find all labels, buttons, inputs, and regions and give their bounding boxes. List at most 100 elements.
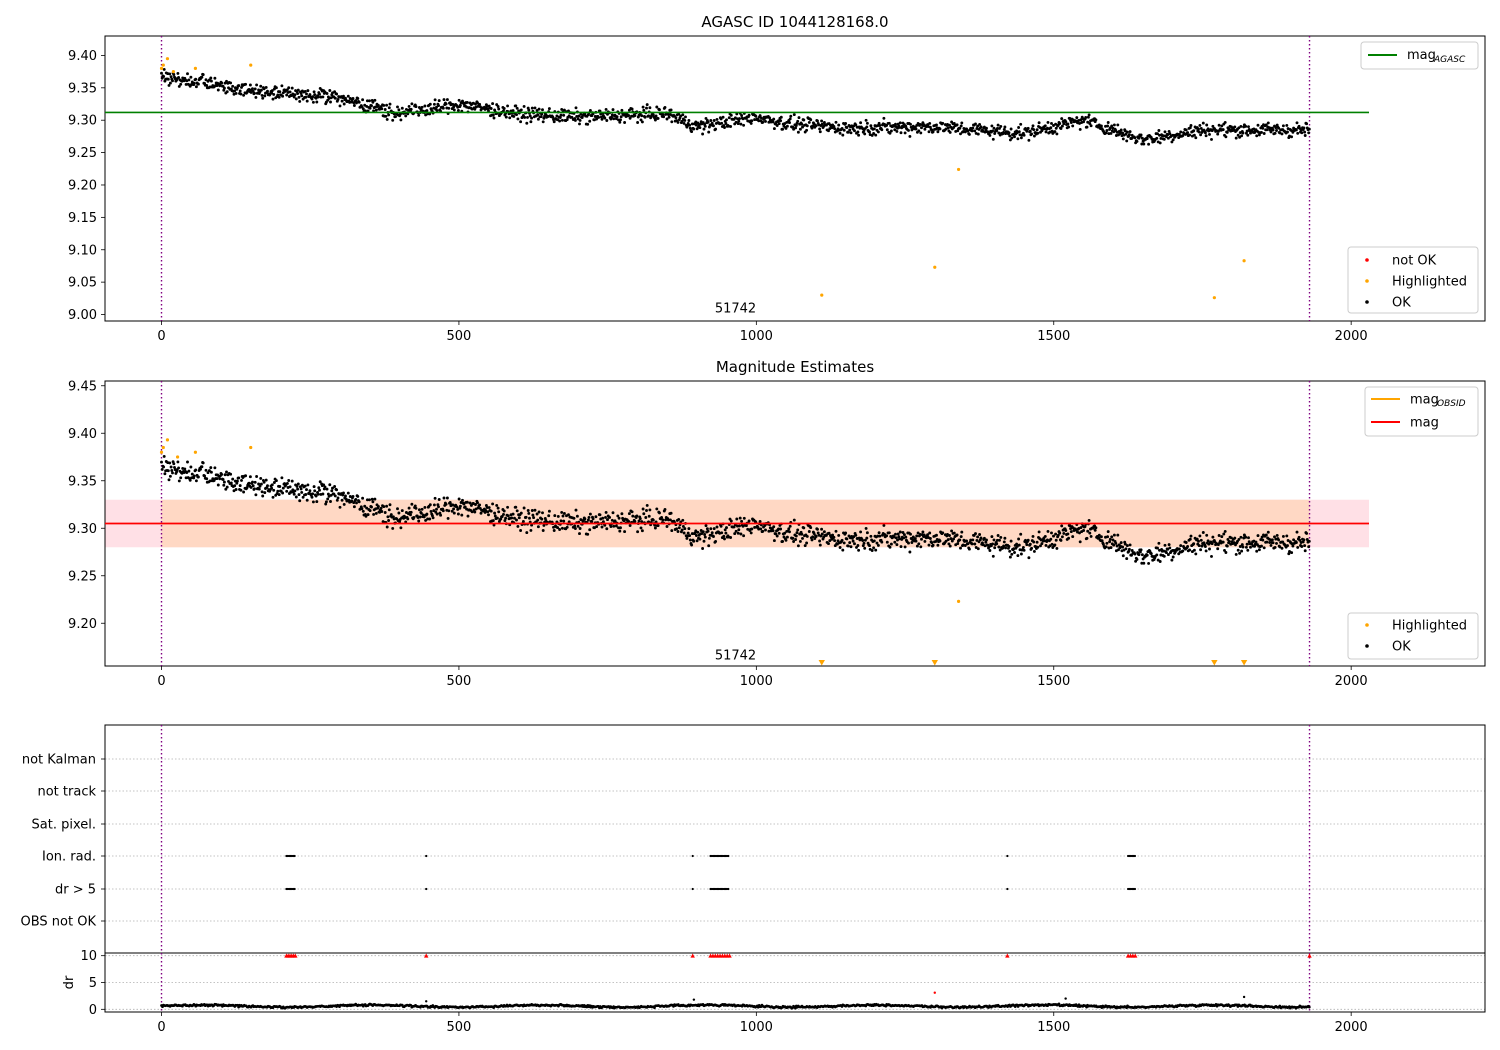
ok-point bbox=[406, 517, 410, 521]
ok-point bbox=[333, 96, 337, 100]
ok-point bbox=[409, 107, 413, 111]
ok-point bbox=[750, 527, 754, 531]
ok-point bbox=[641, 507, 645, 511]
ok-point bbox=[880, 128, 884, 132]
ok-point bbox=[237, 84, 241, 88]
ok-point bbox=[620, 512, 624, 516]
ok-point bbox=[167, 83, 171, 87]
ok-point bbox=[356, 97, 360, 100]
ok-point bbox=[809, 526, 813, 530]
ok-point bbox=[260, 490, 264, 494]
ok-point bbox=[920, 126, 923, 130]
ok-point bbox=[938, 127, 942, 131]
ok-point bbox=[936, 543, 940, 547]
ok-point bbox=[812, 532, 816, 535]
ok-point bbox=[1013, 551, 1016, 554]
ok-point bbox=[209, 76, 213, 80]
ok-point bbox=[720, 531, 724, 535]
ok-point bbox=[414, 506, 418, 510]
ok-point bbox=[918, 532, 922, 536]
ok-point bbox=[540, 112, 544, 116]
ok-point bbox=[587, 515, 591, 519]
ok-point bbox=[1233, 125, 1237, 129]
ok-point bbox=[188, 478, 192, 482]
ok-point bbox=[295, 484, 299, 488]
ok-point bbox=[814, 124, 818, 128]
ok-point bbox=[432, 503, 436, 507]
ok-point bbox=[877, 121, 881, 125]
ok-point bbox=[1066, 532, 1070, 536]
ok-point bbox=[1223, 548, 1226, 552]
ok-point bbox=[702, 127, 706, 131]
ok-point bbox=[502, 109, 505, 113]
ok-point bbox=[565, 525, 569, 529]
highlighted-point bbox=[161, 63, 165, 67]
ok-point bbox=[1083, 525, 1087, 529]
ok-point bbox=[160, 71, 163, 75]
ok-point bbox=[1062, 122, 1066, 126]
ok-point bbox=[1099, 124, 1103, 128]
ok-point bbox=[872, 127, 876, 131]
ok-point bbox=[208, 85, 212, 89]
ok-point bbox=[285, 93, 289, 97]
ok-point bbox=[628, 116, 632, 120]
ok-point bbox=[1036, 545, 1040, 549]
ok-point bbox=[864, 526, 868, 530]
ok-point bbox=[872, 132, 876, 135]
ok-point bbox=[754, 114, 758, 118]
ok-point bbox=[318, 480, 322, 484]
ok-point bbox=[562, 511, 566, 515]
ok-point bbox=[285, 489, 289, 493]
ok-point bbox=[816, 119, 819, 123]
ok-point bbox=[1054, 532, 1058, 536]
dr-outlier bbox=[692, 998, 696, 1001]
ok-point bbox=[324, 500, 328, 504]
ok-point bbox=[183, 467, 187, 471]
ok-point bbox=[253, 91, 256, 95]
ok-point bbox=[410, 502, 414, 506]
ok-point bbox=[468, 501, 472, 505]
ok-point bbox=[244, 474, 248, 478]
ok-point bbox=[761, 120, 765, 124]
ok-point bbox=[645, 103, 649, 107]
ok-point bbox=[899, 131, 903, 135]
ok-point bbox=[255, 83, 259, 87]
ok-point bbox=[848, 541, 852, 545]
ok-point bbox=[413, 504, 417, 508]
ok-point bbox=[868, 544, 871, 548]
ok-point bbox=[521, 519, 525, 523]
highlighted-point bbox=[171, 70, 176, 74]
ok-point bbox=[863, 546, 867, 550]
ok-point bbox=[560, 526, 564, 530]
ok-point bbox=[372, 109, 376, 113]
ok-point bbox=[802, 118, 806, 122]
ok-point bbox=[435, 512, 439, 516]
ok-point bbox=[1086, 120, 1090, 124]
ok-point bbox=[160, 460, 163, 464]
ok-point bbox=[988, 549, 992, 552]
ok-point bbox=[1295, 530, 1299, 534]
ok-point bbox=[200, 75, 204, 79]
ok-point bbox=[1039, 544, 1042, 548]
ok-point bbox=[506, 514, 510, 518]
ok-point bbox=[620, 108, 624, 112]
ok-point bbox=[719, 524, 723, 528]
ok-point bbox=[1094, 118, 1098, 122]
ok-point bbox=[186, 72, 189, 76]
ok-point bbox=[274, 479, 278, 483]
ok-point bbox=[322, 483, 326, 487]
ok-point bbox=[266, 89, 269, 93]
ok-point bbox=[365, 506, 369, 510]
ok-point bbox=[1022, 548, 1026, 552]
ok-point bbox=[259, 88, 263, 92]
ok-point bbox=[1162, 137, 1166, 141]
ok-point bbox=[948, 534, 951, 537]
ok-point bbox=[1116, 123, 1120, 127]
ok-point bbox=[1236, 548, 1240, 552]
ok-point bbox=[1075, 116, 1079, 120]
ok-point bbox=[894, 536, 898, 540]
ok-point bbox=[904, 124, 908, 128]
ok-point bbox=[603, 523, 607, 527]
ok-point bbox=[694, 534, 698, 537]
ok-point bbox=[1240, 134, 1244, 138]
